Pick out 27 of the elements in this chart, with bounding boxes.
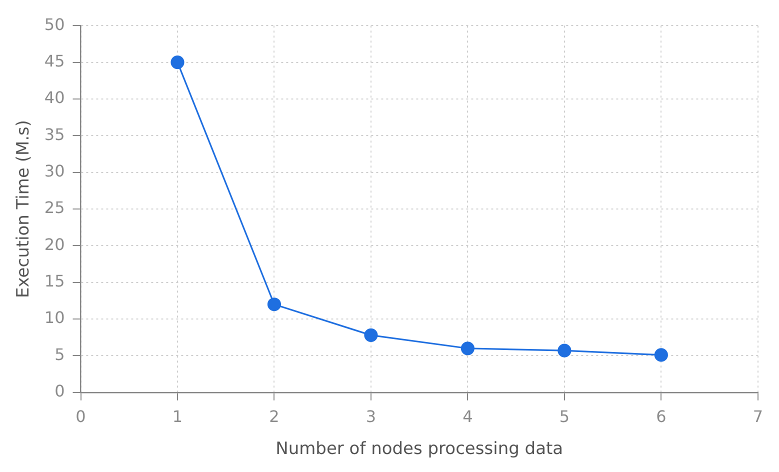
- y-tick-label: 10: [44, 308, 65, 328]
- y-tick-label: 30: [44, 161, 65, 180]
- x-tick-label: 3: [366, 407, 376, 426]
- point: [460, 342, 475, 356]
- x-tick-label: 2: [269, 407, 280, 426]
- point: [654, 348, 668, 362]
- x-tick-label: 7: [752, 407, 764, 426]
- y-tick-label: 5: [54, 344, 65, 364]
- y-tick-label: 45: [44, 51, 65, 70]
- x-tick-label: 5: [559, 407, 570, 426]
- x-tick-label: 1: [172, 407, 183, 426]
- y-tick-label: 40: [44, 88, 65, 108]
- point: [267, 298, 282, 312]
- y-tick-label: 50: [44, 14, 65, 34]
- x-axis-title: Number of nodes processing data: [276, 439, 564, 460]
- y-tick-label: 20: [44, 234, 65, 254]
- point: [558, 344, 572, 358]
- y-tick-label: 35: [44, 124, 65, 144]
- y-axis-title: Execution Time (M.s): [14, 120, 34, 298]
- x-tick-label: 0: [76, 407, 86, 426]
- x-tick-label: 6: [656, 407, 666, 426]
- point: [364, 328, 378, 342]
- y-tick-label: 15: [44, 272, 65, 291]
- y-tick-label: 0: [54, 382, 65, 401]
- point: [170, 55, 184, 70]
- x-tick-label: 4: [462, 407, 473, 426]
- y-tick-label: 25: [44, 198, 65, 218]
